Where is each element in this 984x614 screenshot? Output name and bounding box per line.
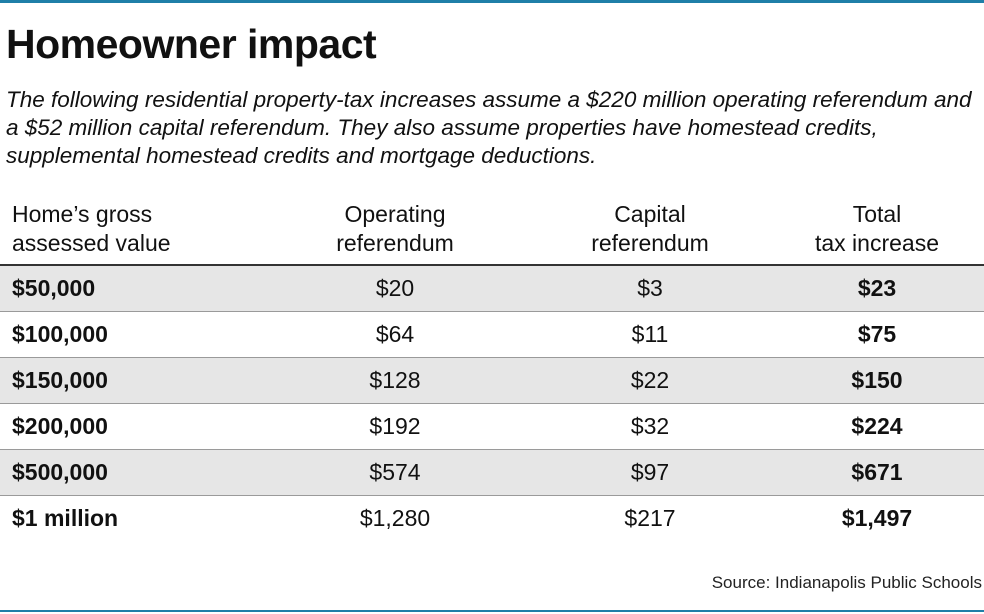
source-note: Source: Indianapolis Public Schools <box>711 573 982 592</box>
row-operating-increase: $192 <box>300 403 510 450</box>
table-row: $50,000 $20 $3 $23 <box>0 265 984 312</box>
header-assessed-value-line1: Home’s gross <box>12 201 153 227</box>
row-assessed-value: $1 million <box>12 505 119 531</box>
row-total-increase: $671 <box>770 449 984 496</box>
bottom-accent-rule <box>0 610 984 612</box>
row-operating-increase: $574 <box>300 449 510 496</box>
row-capital-increase: $32 <box>510 403 770 450</box>
row-total-increase: $1,497 <box>841 505 913 531</box>
row-assessed-value: $50,000 <box>0 265 300 312</box>
header-assessed-value-line2: assessed value <box>12 230 171 256</box>
page-title: Homeowner impact <box>6 21 377 67</box>
top-accent-rule <box>0 0 984 3</box>
table-row: $1 million $1,280 $217 $1,497 <box>0 496 984 542</box>
header-total-line2: tax increase <box>814 230 939 256</box>
header-capital-referendum: Capital referendum <box>510 200 770 266</box>
row-assessed-value: $500,000 <box>0 449 300 496</box>
row-assessed-value: $100,000 <box>0 311 300 358</box>
row-capital-increase: $3 <box>510 265 770 312</box>
header-capital-line1: Capital <box>614 201 686 227</box>
table-row: $200,000 $192 $32 $224 <box>0 403 984 450</box>
row-assessed-value: $200,000 <box>0 403 300 450</box>
tax-impact-table: Home’s gross assessed value Operating re… <box>0 200 984 541</box>
header-capital-line2: referendum <box>591 230 709 256</box>
page-subtitle: The following residential property-tax i… <box>6 87 972 168</box>
table-header-row: Home’s gross assessed value Operating re… <box>0 200 984 266</box>
row-capital-increase: $22 <box>510 357 770 404</box>
row-operating-increase: $64 <box>300 311 510 358</box>
header-operating-line1: Operating <box>344 201 446 227</box>
row-total-increase: $75 <box>770 311 984 358</box>
row-total-increase: $23 <box>770 265 984 312</box>
row-capital-increase: $97 <box>510 449 770 496</box>
header-total-tax-increase: Total tax increase <box>770 200 984 266</box>
header-operating-line2: referendum <box>336 230 454 256</box>
row-capital-increase: $11 <box>510 311 770 358</box>
row-total-increase: $150 <box>770 357 984 404</box>
row-operating-increase: $128 <box>300 357 510 404</box>
header-assessed-value: Home’s gross assessed value <box>0 200 300 266</box>
row-capital-increase: $217 <box>624 505 676 531</box>
row-assessed-value: $150,000 <box>0 357 300 404</box>
row-operating-increase: $1,280 <box>359 505 431 531</box>
header-operating-referendum: Operating referendum <box>300 200 510 266</box>
table-row: $500,000 $574 $97 $671 <box>0 449 984 496</box>
table-row: $100,000 $64 $11 $75 <box>0 311 984 358</box>
row-total-increase: $224 <box>770 403 984 450</box>
header-total-line1: Total <box>852 201 902 227</box>
table-row: $150,000 $128 $22 $150 <box>0 357 984 404</box>
row-operating-increase: $20 <box>300 265 510 312</box>
